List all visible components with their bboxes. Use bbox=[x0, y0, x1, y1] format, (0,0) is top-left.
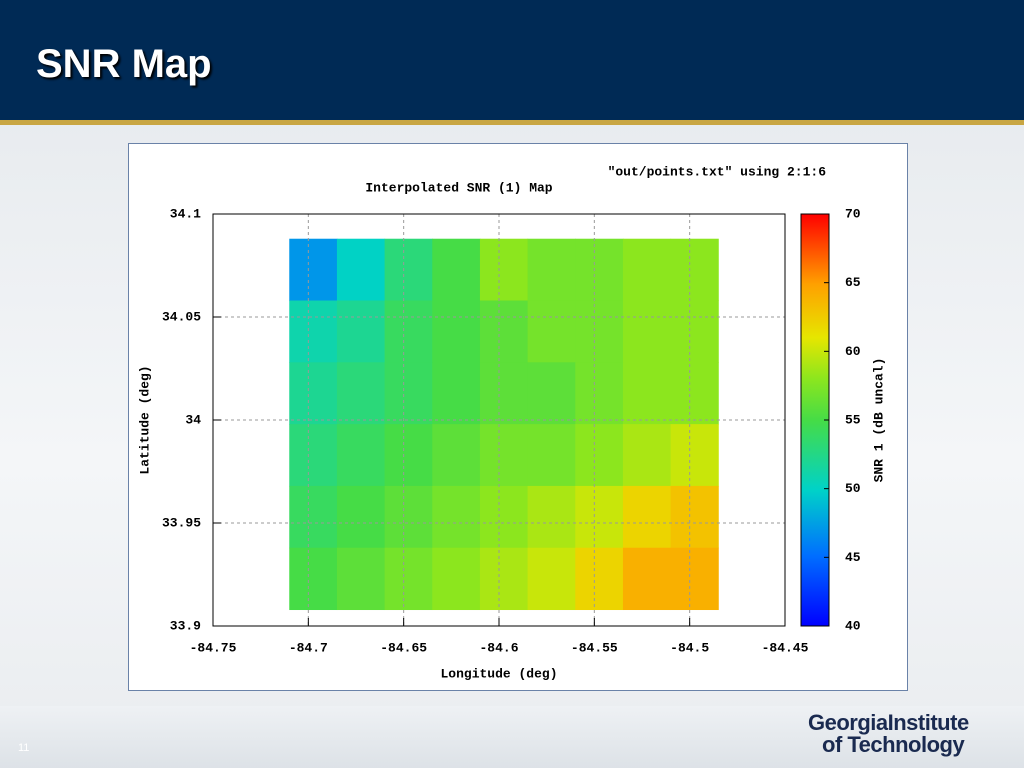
heat-cell bbox=[336, 238, 386, 302]
x-tick-label: -84.5 bbox=[670, 640, 709, 655]
heat-cell bbox=[527, 547, 576, 611]
colorbar-tick-label: 60 bbox=[845, 344, 861, 359]
y-tick-label: 33.95 bbox=[162, 515, 201, 530]
colorbar-label: SNR 1 (dB uncal) bbox=[871, 358, 886, 483]
heat-cell bbox=[670, 238, 719, 302]
x-tick-label: -84.7 bbox=[289, 640, 328, 655]
x-tick-label: -84.75 bbox=[190, 640, 237, 655]
heat-cell bbox=[670, 485, 719, 549]
heat-cell bbox=[289, 485, 338, 549]
x-axis-label: Longitude (deg) bbox=[440, 666, 557, 681]
heat-cell bbox=[384, 238, 433, 302]
heat-cell bbox=[527, 362, 576, 425]
logo-line: of Technology bbox=[822, 732, 965, 757]
heat-cell bbox=[479, 547, 529, 611]
heat-cell bbox=[670, 424, 719, 487]
heat-cell bbox=[527, 485, 576, 549]
y-tick-label: 34.05 bbox=[162, 309, 201, 324]
colorbar-tick-label: 50 bbox=[845, 481, 861, 496]
heat-cell bbox=[289, 238, 338, 302]
y-tick-label: 34 bbox=[185, 412, 201, 427]
x-tick-label: -84.55 bbox=[571, 640, 618, 655]
heat-cell bbox=[479, 485, 529, 549]
heat-cell bbox=[432, 547, 481, 611]
heat-cell bbox=[575, 300, 624, 363]
y-tick-label: 33.9 bbox=[170, 618, 201, 633]
heat-cell bbox=[336, 485, 386, 549]
heat-cell bbox=[432, 300, 481, 363]
heat-cell bbox=[384, 362, 433, 425]
header bbox=[0, 0, 1024, 125]
heat-cell bbox=[384, 547, 433, 611]
heat-cell bbox=[527, 238, 576, 302]
heat-cell bbox=[527, 300, 576, 363]
x-tick-label: -84.45 bbox=[762, 640, 809, 655]
heat-cell bbox=[575, 362, 624, 425]
page-number: 11 bbox=[18, 742, 30, 754]
colorbar-tick-label: 65 bbox=[845, 275, 861, 290]
heat-cell bbox=[384, 485, 433, 549]
heat-cell bbox=[622, 547, 672, 611]
heat-cell bbox=[575, 238, 624, 302]
heat-cell bbox=[432, 424, 481, 487]
y-tick-label: 34.1 bbox=[170, 206, 201, 221]
legend-label: "out/points.txt" using 2:1:6 bbox=[608, 164, 827, 179]
colorbar-tick-label: 70 bbox=[845, 206, 861, 221]
heat-cell bbox=[336, 362, 386, 425]
heat-cell bbox=[432, 485, 481, 549]
heat-cell bbox=[479, 300, 529, 363]
heat-cell bbox=[336, 547, 386, 611]
heat-cell bbox=[622, 300, 672, 363]
heat-cell bbox=[622, 485, 672, 549]
heat-cell bbox=[575, 424, 624, 487]
heat-cell bbox=[670, 300, 719, 363]
heat-cell bbox=[479, 424, 529, 487]
heat-cell bbox=[432, 238, 481, 302]
heat-cell bbox=[575, 485, 624, 549]
chart: -84.75 -84.7 -84.65 -84.6 -84.55 -84.5 -84.45 3… bbox=[137, 164, 886, 681]
colorbar-tick-label: 40 bbox=[845, 618, 861, 633]
heat-cell bbox=[384, 424, 433, 487]
heat-cell bbox=[432, 362, 481, 425]
logo-line: GeorgiaInstitute bbox=[808, 710, 969, 735]
heat-cell bbox=[289, 424, 338, 487]
colorbar-tick-label: 45 bbox=[845, 550, 861, 565]
footer bbox=[0, 706, 1024, 768]
x-tick-label: -84.65 bbox=[380, 640, 427, 655]
heat-cell bbox=[289, 300, 338, 363]
heat-cell bbox=[527, 424, 576, 487]
slide-title: SNR Map bbox=[36, 42, 212, 86]
heat-cell bbox=[479, 238, 529, 302]
x-tick-label: -84.6 bbox=[479, 640, 518, 655]
heat-cell bbox=[670, 362, 719, 425]
heat-cell bbox=[289, 362, 338, 425]
y-axis-label: Latitude (deg) bbox=[137, 365, 152, 474]
heat-cell bbox=[479, 362, 529, 425]
heat-cell bbox=[622, 424, 672, 487]
plot-frame bbox=[212, 213, 786, 627]
heat-cell bbox=[336, 300, 386, 363]
colorbar-tick-label: 55 bbox=[845, 412, 861, 427]
heat-cell bbox=[384, 300, 433, 363]
heat-cell bbox=[670, 547, 719, 611]
heat-cell bbox=[289, 547, 338, 611]
heat-cell bbox=[622, 238, 672, 302]
chart-title: Interpolated SNR (1) Map bbox=[365, 180, 552, 195]
chart-panel: -84.75 -84.7 -84.65 -84.6 -84.55 -84.5 -84.45 3… bbox=[128, 143, 908, 691]
heat-cell bbox=[336, 424, 386, 487]
heat-cell bbox=[575, 547, 624, 611]
heat-cell bbox=[622, 362, 672, 425]
